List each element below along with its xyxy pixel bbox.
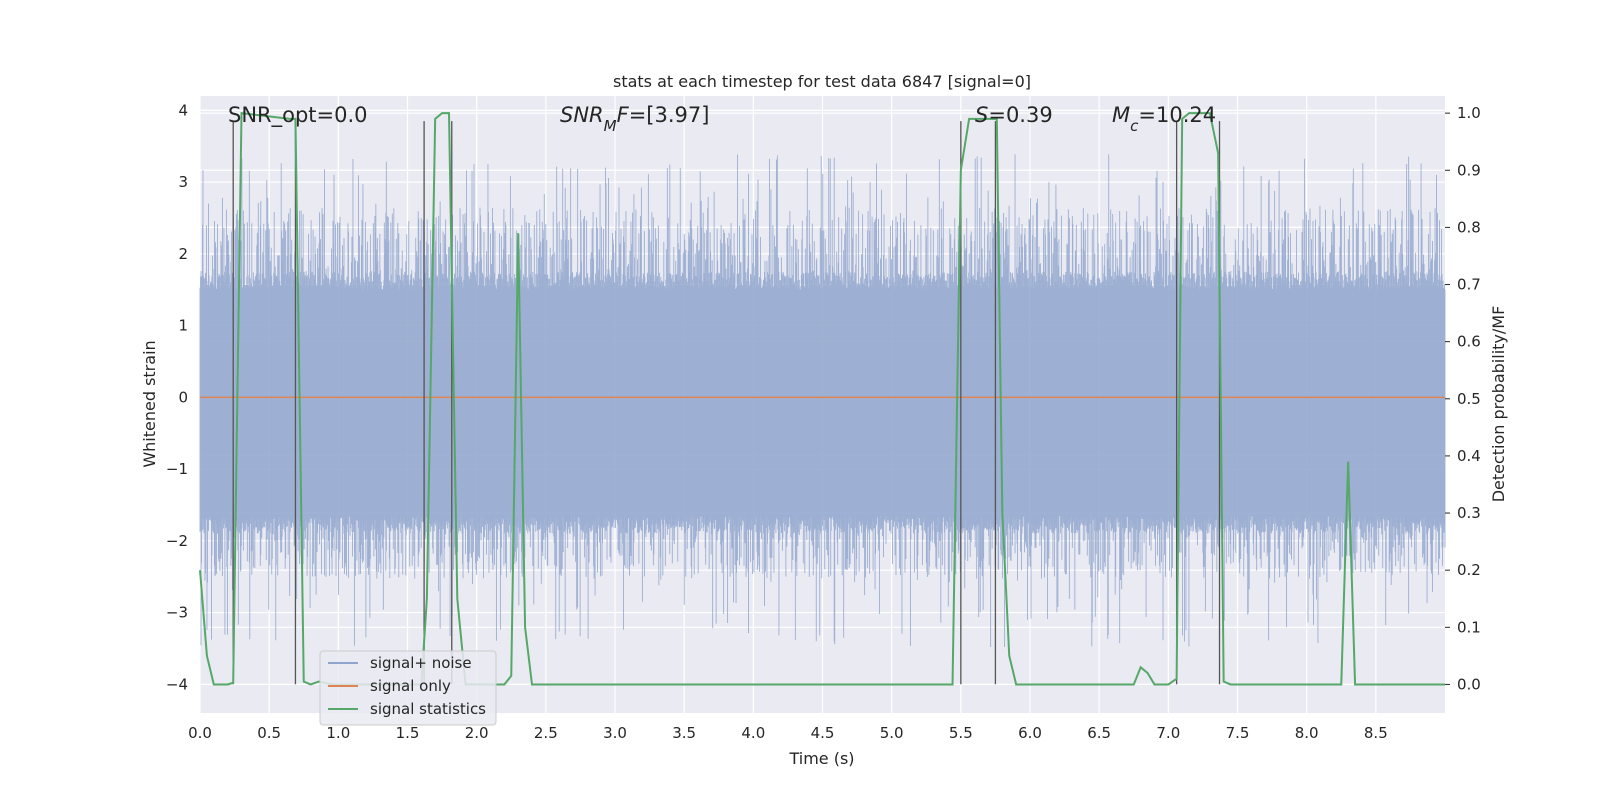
y-tick-label-left: 2 [178,245,188,263]
annotation-4: Mc=10.24 [1112,103,1216,135]
annotation-1: SNR_opt=0.0 [228,103,368,128]
legend-statistics-label: signal statistics [370,700,486,718]
chart-title: stats at each timestep for test data 684… [613,72,1031,91]
x-tick-label: 6.5 [1087,724,1111,742]
y-tick-label-right: 0.8 [1457,218,1481,236]
y-tick-label-right: 0.3 [1457,504,1481,522]
y-tick-label-right: 0.9 [1457,161,1481,179]
annotation-3: S=0.39 [975,103,1053,127]
x-tick-label: 7.5 [1226,724,1250,742]
x-tick-label: 2.0 [465,724,489,742]
y-tick-label-right: 0.5 [1457,390,1481,408]
annotations: SNR_opt=0.0 SNRMF=[3.97] S=0.39 Mc=10.24 [228,103,1216,135]
y-tick-labels-right: 0.0 0.1 0.2 0.3 0.4 0.5 0.6 0.7 0.8 0.9 1.0 [1445,104,1481,693]
legend: signal+ noise signal only signal statist… [319,650,497,726]
x-axis-label: Time (s) [788,749,854,768]
y-tick-label-left: −4 [166,675,188,693]
x-tick-label: 3.5 [672,724,696,742]
x-tick-label: 5.0 [880,724,904,742]
x-tick-label: 0.0 [188,724,212,742]
y-tick-label-left: 3 [178,173,188,191]
y-tick-label-left: 0 [178,388,188,406]
x-tick-label: 6.0 [1018,724,1042,742]
x-tick-label: 4.5 [811,724,835,742]
y-axis-label-right: Detection probability/MF [1489,306,1508,503]
y-tick-label-right: 0.1 [1457,618,1481,636]
y-tick-label-right: 0.6 [1457,333,1481,351]
legend-noise-label: signal+ noise [370,654,472,672]
legend-signal-only-label: signal only [370,677,451,695]
x-tick-label: 1.0 [326,724,350,742]
y-tick-label-left: 4 [178,101,188,119]
x-tick-label: 2.5 [534,724,558,742]
y-tick-label-right: 1.0 [1457,104,1481,122]
x-tick-label: 0.5 [257,724,281,742]
y-tick-label-left: −3 [166,604,188,622]
x-tick-label: 8.0 [1295,724,1319,742]
annotation-2: SNRMF=[3.97] [560,103,709,135]
legend-box [319,650,497,726]
y-axis-label-left: Whitened strain [140,340,159,467]
x-tick-label: 7.0 [1156,724,1180,742]
x-tick-label: 8.5 [1364,724,1388,742]
y-tick-label-right: 0.2 [1457,561,1481,579]
y-tick-label-right: 0.0 [1457,675,1481,693]
x-tick-label: 5.5 [949,724,973,742]
y-tick-label-right: 0.7 [1457,276,1481,294]
x-tick-label: 1.5 [396,724,420,742]
x-tick-label: 3.0 [603,724,627,742]
y-tick-label-left: 1 [178,317,188,335]
y-tick-label-left: −2 [166,532,188,550]
y-tick-labels-left: −4 −3 −2 −1 0 1 2 3 4 [166,101,188,693]
x-tick-labels: 0.0 0.5 1.0 1.5 2.0 2.5 3.0 3.5 4.0 4.5 5.0 5.5 6.0 6… [188,724,1388,742]
x-tick-label: 4.0 [741,724,765,742]
y-tick-label-left: −1 [166,460,188,478]
y-tick-label-right: 0.4 [1457,447,1481,465]
